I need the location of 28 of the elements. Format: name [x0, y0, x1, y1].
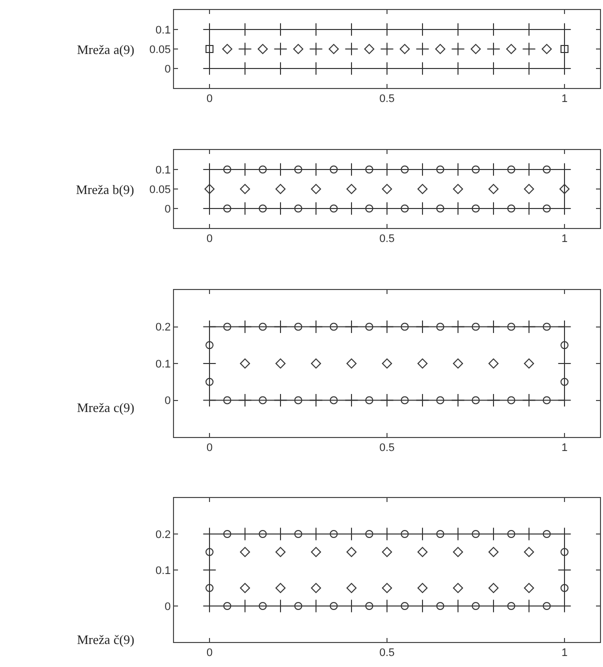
- x-tick-label: 1: [561, 233, 568, 246]
- y-tick-label: 0: [164, 63, 171, 76]
- x-tick-label: 0.5: [379, 442, 395, 454]
- x-tick-label: 1: [561, 647, 568, 660]
- x-tick-label: 0: [206, 647, 213, 660]
- x-tick-label: 0.5: [379, 233, 395, 246]
- y-tick-label: 0.2: [156, 322, 171, 334]
- y-tick-label: 0: [164, 395, 171, 408]
- text: Mreža č(9): [77, 632, 134, 647]
- y-tick-label: 0.1: [156, 24, 171, 36]
- text: Mreža a(9): [77, 42, 134, 57]
- y-tick-label: 0.05: [149, 184, 171, 196]
- y-tick-label: 0.1: [156, 564, 171, 577]
- text: Mreža b(9): [76, 182, 134, 197]
- x-tick-label: 0: [206, 93, 213, 106]
- y-tick-label: 0.1: [156, 358, 171, 370]
- y-tick-label: 0.2: [156, 528, 171, 541]
- x-tick-label: 0.5: [379, 647, 395, 660]
- y-tick-label: 0: [164, 600, 171, 613]
- y-tick-label: 0.1: [156, 164, 171, 176]
- x-tick-label: 0.5: [379, 93, 395, 106]
- x-tick-label: 1: [561, 93, 568, 106]
- x-tick-label: 1: [561, 442, 568, 454]
- x-tick-label: 0: [206, 442, 213, 454]
- y-tick-label: 0.05: [149, 44, 171, 56]
- text: Mreža c(9): [77, 400, 134, 415]
- y-tick-label: 0: [164, 203, 171, 216]
- x-tick-label: 0: [206, 233, 213, 246]
